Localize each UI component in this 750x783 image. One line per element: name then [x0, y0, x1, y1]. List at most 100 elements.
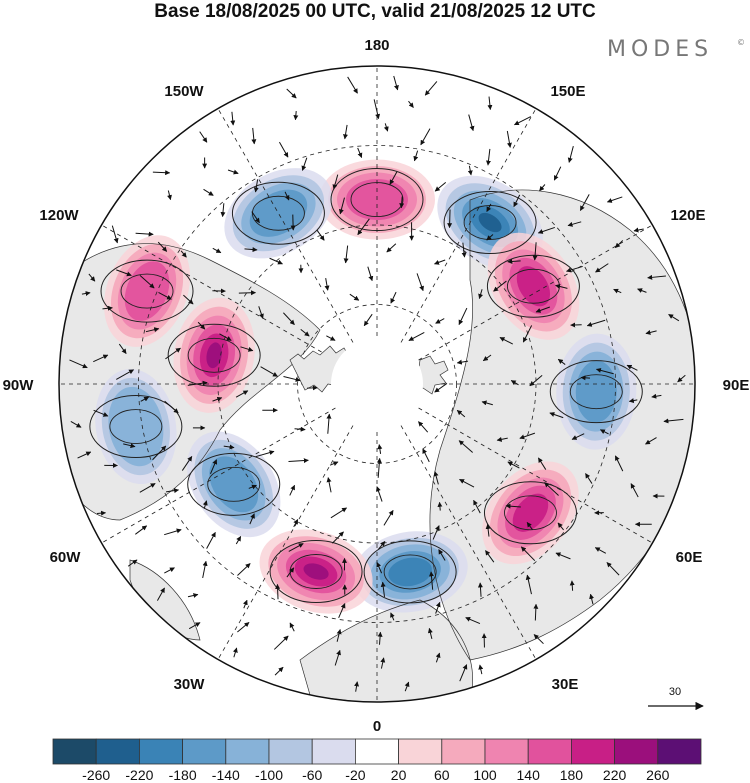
wind-arrow	[376, 486, 383, 502]
anomaly-center	[482, 461, 579, 565]
wind-arrow	[258, 306, 264, 319]
height-contour	[269, 540, 363, 604]
wind-arrow	[93, 354, 109, 363]
latitude-circle	[138, 145, 616, 623]
anomaly-center	[224, 168, 333, 259]
wind-arrow	[77, 451, 92, 459]
lon-label-90e: 90E	[723, 377, 750, 394]
anomaly-band	[209, 456, 259, 513]
wind-arrow	[626, 364, 638, 371]
wind-arrow	[230, 111, 236, 126]
wind-arrow	[482, 354, 492, 362]
height-contour	[549, 360, 643, 424]
wind-arrow	[237, 563, 251, 576]
wind-arrow	[183, 294, 194, 305]
anomaly-band	[206, 342, 222, 369]
wind-arrow	[614, 455, 624, 472]
height-contour	[330, 168, 424, 232]
wind-arrow	[567, 145, 574, 163]
wind-arrow	[630, 483, 639, 498]
wind-arrow	[438, 549, 446, 561]
wind-arrow	[249, 513, 255, 525]
wind-arrow	[331, 531, 344, 544]
wind-arrow	[212, 396, 223, 402]
wind-arrow	[579, 194, 590, 211]
wind-arrow	[513, 116, 532, 126]
wind-arrow	[613, 288, 622, 294]
wind-arrow	[496, 436, 508, 442]
wind-arrow	[628, 398, 638, 404]
wind-arrow	[458, 440, 474, 453]
wind-arrow	[606, 562, 620, 576]
wind-arrow	[422, 448, 430, 463]
wind-arrow	[223, 444, 235, 450]
colorbar-swatch	[614, 738, 659, 765]
wind-arrow	[418, 421, 429, 433]
wind-arrow	[594, 547, 607, 554]
colorbar-tick-label: 20	[391, 767, 407, 783]
lon-label-120w: 120W	[39, 207, 79, 224]
wind-arrow	[164, 567, 175, 574]
wind-arrow	[111, 225, 119, 244]
wind-arrow	[377, 631, 383, 645]
wind-arrow	[529, 374, 543, 387]
height-contour	[363, 540, 457, 604]
colorbar-swatch	[311, 738, 356, 765]
wind-arrow	[645, 329, 657, 335]
wind-arrow	[408, 100, 414, 108]
wind-arrow	[324, 278, 330, 291]
wind-arrow	[273, 635, 289, 650]
graticule	[59, 66, 695, 702]
wind-arrow	[140, 396, 150, 402]
wind-arrow	[373, 99, 381, 120]
wind-arrow	[274, 666, 284, 676]
colorbar-swatch	[182, 738, 227, 765]
wind-arrow	[219, 333, 232, 341]
wind-arrow	[286, 567, 295, 578]
wind-arrow	[383, 509, 394, 526]
wind-arrow	[326, 413, 332, 434]
colorbar-tick-label: 220	[603, 767, 627, 783]
wind-arrow	[164, 528, 182, 536]
anomaly-band	[516, 266, 551, 307]
wind-arrow	[525, 574, 532, 595]
wind-arrow	[227, 169, 239, 175]
wind-arrow	[677, 374, 686, 383]
wind-arrow	[316, 229, 325, 241]
wind-arrow	[127, 559, 138, 567]
colorbar-swatch	[52, 738, 97, 765]
height-contour	[350, 182, 404, 218]
wind-arrow	[433, 471, 439, 485]
wind-arrow	[651, 393, 662, 399]
wind-arrow	[332, 174, 339, 190]
wind-arrow	[380, 657, 386, 669]
colorbar-tick-label: -20	[345, 767, 365, 783]
lon-label-90w: 90W	[3, 377, 35, 394]
pole-blank	[331, 338, 423, 430]
wind-arrow	[244, 247, 258, 253]
wind-arrow	[478, 289, 483, 300]
lon-label-120e: 120E	[670, 207, 705, 224]
wind-arrow	[668, 313, 680, 322]
wind-arrow	[293, 519, 299, 528]
colorbar-swatch	[484, 738, 529, 765]
wind-arrow	[367, 266, 374, 282]
wind-arrow	[507, 258, 521, 264]
wind-arrow	[519, 432, 536, 440]
wind-arrow	[158, 292, 172, 300]
wind-arrow	[569, 580, 575, 591]
wind-arrow	[283, 312, 295, 325]
height-contour	[443, 190, 537, 254]
wind-arrow	[260, 366, 278, 377]
modes-logo: MODES	[607, 37, 713, 62]
wind-arrow	[458, 307, 468, 326]
wind-arrow	[537, 457, 547, 470]
wind-arrow	[637, 288, 647, 293]
anomaly-band	[512, 493, 549, 532]
wind-arrow	[393, 75, 399, 91]
colorbar-swatch	[527, 738, 572, 765]
wind-arrow	[549, 412, 564, 419]
wind-arrow	[532, 242, 538, 261]
wind-arrow	[251, 127, 257, 145]
